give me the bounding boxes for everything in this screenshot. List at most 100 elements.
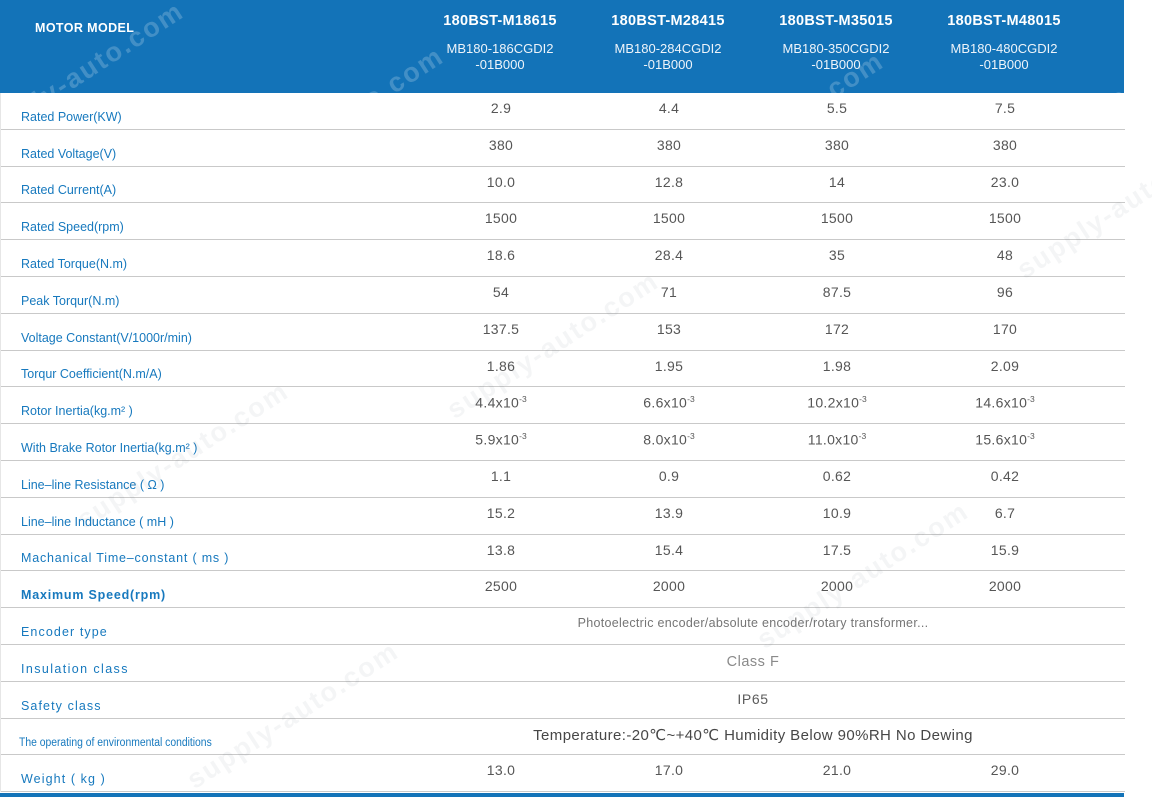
cell-value: 5.9x10-3 bbox=[475, 431, 527, 448]
cell-value: 14.6x10-3 bbox=[975, 394, 1035, 412]
model-name: 180BST-M28415 bbox=[611, 13, 725, 29]
cell-value: 380 bbox=[656, 136, 682, 153]
cell-value: 1500 bbox=[820, 210, 854, 227]
cell-value: 15.9 bbox=[990, 541, 1020, 558]
cell-span-value: Photoelectric encoder/absolute encoder/r… bbox=[577, 616, 929, 631]
cell-value: 2.9 bbox=[490, 100, 512, 116]
table-row: Rated Power(KW) 2.9 4.4 5.5 7.5 bbox=[1, 93, 1125, 130]
cell-value: 380 bbox=[992, 136, 1018, 153]
table-header: MOTOR MODEL 180BST-M18615 MB180-186CGDI2… bbox=[0, 0, 1124, 93]
cell-value: 12.8 bbox=[654, 173, 684, 190]
table-row: Peak Torqur(N.m) 54 71 87.5 96 bbox=[1, 277, 1125, 314]
cell-value: 1.98 bbox=[822, 357, 852, 374]
model-code-line1: MB180-284CGDI2 bbox=[614, 41, 722, 56]
cell-value: 96 bbox=[996, 283, 1014, 300]
cell-value: 21.0 bbox=[822, 762, 852, 779]
model-code: MB180-480CGDI2 -01B000 bbox=[920, 41, 1088, 73]
cell-value: 10.2x10-3 bbox=[807, 394, 867, 412]
row-label: Rated Current(A) bbox=[21, 183, 117, 198]
model-name: 180BST-M18615 bbox=[443, 13, 557, 29]
table-row: The operating of environmental condition… bbox=[1, 719, 1125, 756]
cell-value: 15.2 bbox=[486, 504, 516, 521]
cell-value: 7.5 bbox=[994, 100, 1016, 116]
table-row: Torqur Coefficient(N.m/A) 1.86 1.95 1.98 2.0… bbox=[1, 351, 1125, 388]
row-label: Line–line Resistance ( Ω ) bbox=[21, 477, 165, 492]
cell-value: 6.6x10-3 bbox=[643, 394, 695, 412]
cell-value: 8.0x10-3 bbox=[643, 431, 695, 448]
cell-value: 380 bbox=[488, 136, 514, 153]
cell-value: 1500 bbox=[988, 210, 1022, 227]
row-label: Rated Power(KW) bbox=[21, 109, 122, 124]
cell-value: 2.09 bbox=[990, 357, 1020, 374]
table-row: Maximum Speed(rpm) 2500 2000 2000 2000 bbox=[1, 571, 1125, 609]
cell-value: 1.95 bbox=[654, 357, 684, 374]
cell-value: 380 bbox=[824, 136, 850, 153]
table-row: Rated Current(A) 10.0 12.8 14 23.0 bbox=[1, 167, 1125, 204]
cell-value: 14 bbox=[828, 173, 846, 190]
row-label: Maximum Speed(rpm) bbox=[21, 588, 166, 603]
model-code: MB180-186CGDI2 -01B000 bbox=[416, 41, 584, 73]
cell-value: 23.0 bbox=[990, 173, 1020, 190]
row-label: Line–line Inductance ( mH ) bbox=[21, 514, 174, 529]
cell-value: 17.0 bbox=[654, 762, 684, 779]
row-label: Torqur Coefficient(N.m/A) bbox=[21, 367, 162, 382]
cell-value: 17.5 bbox=[822, 541, 852, 558]
row-label: Safety class bbox=[21, 698, 102, 713]
table-row: Encoder type Photoelectric encoder/absolu… bbox=[1, 608, 1125, 645]
cell-value: 15.6x10-3 bbox=[975, 431, 1035, 448]
row-label: Rotor Inertia(kg.m² ) bbox=[21, 404, 133, 419]
model-code: MB180-284CGDI2 -01B000 bbox=[584, 41, 752, 73]
cell-value: 0.62 bbox=[822, 467, 852, 484]
cell-value: 15.4 bbox=[654, 541, 684, 558]
cell-value: 13.9 bbox=[654, 504, 684, 521]
cell-value: 54 bbox=[492, 283, 510, 300]
cell-value: 2000 bbox=[988, 578, 1022, 595]
model-code-line1: MB180-186CGDI2 bbox=[446, 41, 554, 56]
cell-value: 10.9 bbox=[822, 504, 852, 521]
row-label: Weight ( kg ) bbox=[21, 772, 106, 787]
column-header-model-1: 180BST-M18615 MB180-186CGDI2 -01B000 bbox=[416, 0, 584, 93]
column-header-model-3: 180BST-M35015 MB180-350CGDI2 -01B000 bbox=[752, 0, 920, 93]
cell-value: 2000 bbox=[820, 578, 854, 595]
row-label: The operating of environmental condition… bbox=[19, 737, 212, 750]
cell-value: 35 bbox=[828, 247, 846, 264]
column-header-model-4: 180BST-M48015 MB180-480CGDI2 -01B000 bbox=[920, 0, 1088, 93]
cell-value: 13.8 bbox=[486, 541, 516, 558]
cell-value: 2500 bbox=[484, 578, 518, 595]
row-label: Insulation class bbox=[21, 661, 129, 676]
cell-value: 13.0 bbox=[486, 762, 516, 779]
table-row: Line–line Inductance ( mH ) 15.2 13.9 10.9 6… bbox=[1, 498, 1125, 535]
row-label: Rated Voltage(V) bbox=[21, 146, 117, 161]
model-name: 180BST-M48015 bbox=[947, 13, 1061, 29]
table-row: Machanical Time–constant ( ms ) 13.8 15.4 1… bbox=[1, 535, 1125, 572]
row-label: Encoder type bbox=[21, 624, 108, 639]
row-label: Peak Torqur(N.m) bbox=[21, 293, 120, 308]
cell-value: 170 bbox=[992, 320, 1018, 337]
table-row: Rotor Inertia(kg.m² ) 4.4x10-3 6.6x10-3 10.… bbox=[1, 387, 1125, 425]
table-row: Rated Torque(N.m) 18.6 28.4 35 48 bbox=[1, 240, 1125, 277]
cell-value: 137.5 bbox=[482, 320, 520, 337]
cell-value: 4.4 bbox=[658, 100, 680, 116]
model-code-line2: -01B000 bbox=[643, 57, 693, 72]
model-code-line1: MB180-350CGDI2 bbox=[782, 41, 890, 56]
cell-value: 11.0x10-3 bbox=[807, 431, 867, 448]
cell-value: 1.1 bbox=[490, 467, 512, 484]
model-code-line2: -01B000 bbox=[979, 57, 1029, 72]
cell-span-value: Class F bbox=[726, 653, 780, 670]
motor-model-header-label: MOTOR MODEL bbox=[35, 21, 135, 35]
cell-value: 28.4 bbox=[654, 247, 684, 264]
model-name: 180BST-M35015 bbox=[779, 13, 893, 29]
cell-value: 87.5 bbox=[822, 283, 852, 300]
table-row: With Brake Rotor Inertia(kg.m² ) 5.9x10-3… bbox=[1, 424, 1125, 461]
cell-value: 1.86 bbox=[486, 357, 516, 374]
cell-span-value: Temperature:-20℃~+40℃ Humidity Below 90%… bbox=[533, 726, 973, 744]
cell-value: 48 bbox=[996, 247, 1014, 264]
table-row: Voltage Constant(V/1000r/min) 137.5 153 172… bbox=[1, 314, 1125, 351]
row-label: Voltage Constant(V/1000r/min) bbox=[21, 330, 192, 345]
table-row: Weight ( kg ) 13.0 17.0 21.0 29.0 bbox=[1, 755, 1125, 793]
model-code: MB180-350CGDI2 -01B000 bbox=[752, 41, 920, 73]
cell-value: 29.0 bbox=[990, 762, 1020, 779]
cell-value: 71 bbox=[660, 283, 678, 300]
cell-value: 5.5 bbox=[826, 100, 848, 116]
model-code-line2: -01B000 bbox=[475, 57, 525, 72]
